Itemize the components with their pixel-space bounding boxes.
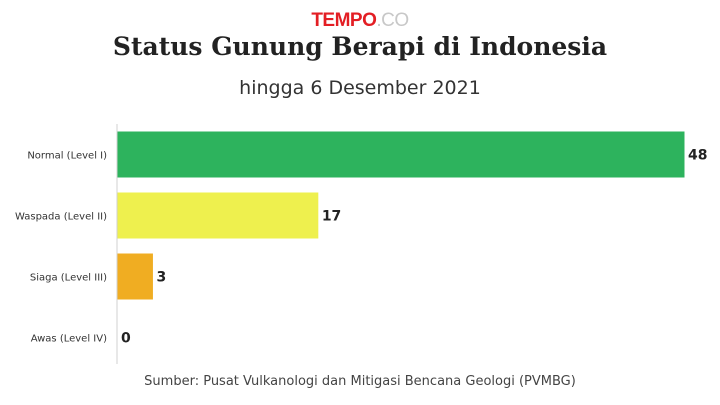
bar xyxy=(117,253,153,300)
logo-suffix: .CO xyxy=(376,10,409,31)
category-label: Awas (Level IV) xyxy=(31,334,107,345)
category-label: Normal (Level I) xyxy=(27,151,107,162)
category-label: Waspada (Level II) xyxy=(15,212,107,223)
source-note: Sumber: Pusat Vulkanologi dan Mitigasi B… xyxy=(144,374,576,389)
value-label: 48 xyxy=(688,148,707,164)
value-label: 3 xyxy=(156,270,166,286)
chart-title: Status Gunung Berapi di Indonesia xyxy=(112,32,608,61)
value-label: 0 xyxy=(121,331,131,347)
category-label: Siaga (Level III) xyxy=(30,273,107,284)
bar xyxy=(117,131,685,178)
chart-subtitle: hingga 6 Desember 2021 xyxy=(239,77,481,99)
bar xyxy=(117,192,319,239)
tempo-logo: TEMPO.CO xyxy=(0,10,720,32)
logo-brand: TEMPO xyxy=(311,10,377,31)
value-label: 17 xyxy=(322,209,341,225)
